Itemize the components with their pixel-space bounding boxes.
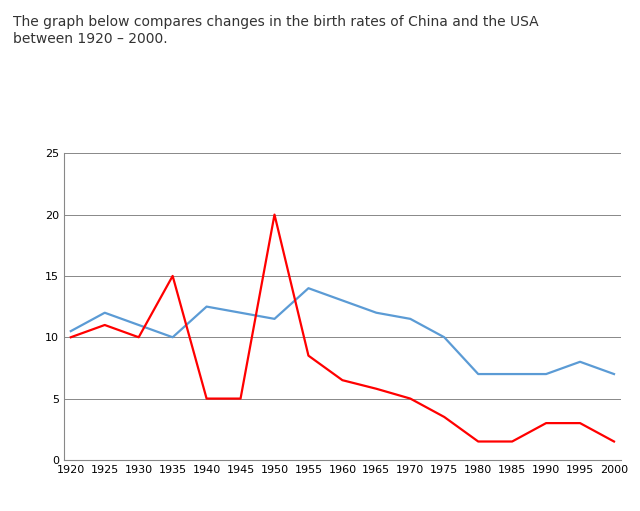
Text: The graph below compares changes in the birth rates of China and the USA
between: The graph below compares changes in the … [13, 15, 538, 45]
